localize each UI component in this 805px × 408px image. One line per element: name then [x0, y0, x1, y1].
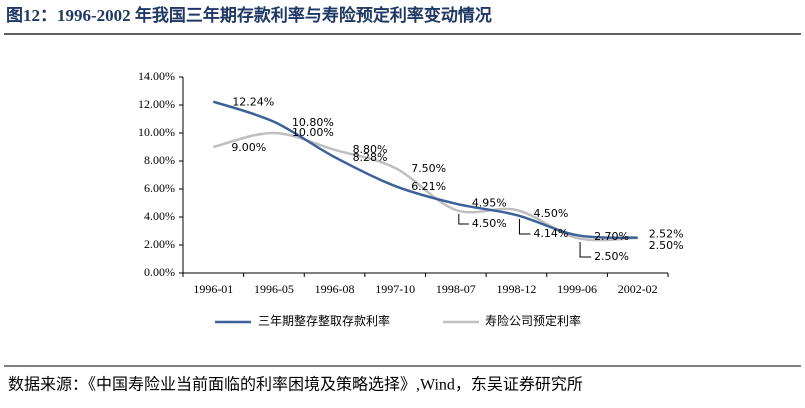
label-callout — [518, 219, 531, 235]
data-label: 4.50% — [472, 217, 507, 230]
x-tick-label: 1998-12 — [496, 282, 536, 296]
x-tick-label: 1996-05 — [254, 282, 294, 296]
legend-label: 寿险公司预定利率 — [485, 313, 581, 328]
data-label: 10.00% — [292, 126, 334, 139]
label-callout — [458, 214, 469, 225]
y-tick-label: 8.00% — [144, 153, 175, 167]
y-tick-label: 14.00% — [138, 69, 175, 83]
x-tick-label: 1996-01 — [193, 282, 233, 296]
y-tick-label: 0.00% — [144, 265, 175, 279]
data-label: 2.50% — [649, 239, 684, 252]
data-label: 2.50% — [594, 250, 629, 263]
data-label: 8.28% — [353, 151, 388, 164]
x-tick-label: 2002-02 — [618, 282, 658, 296]
data-label: 4.14% — [533, 227, 568, 240]
y-tick-label: 4.00% — [144, 209, 175, 223]
y-tick-label: 6.00% — [144, 181, 175, 195]
legend-label: 三年期整存整取存款利率 — [258, 313, 390, 328]
chart-title: 图12：1996-2002 年我国三年期存款利率与寿险预定利率变动情况 — [6, 5, 492, 25]
source: 数据来源：《中国寿险业当前面临的利率困境及策略选择》,Wind，东吴证券研究所 — [8, 375, 583, 394]
y-tick-label: 2.00% — [144, 237, 175, 251]
y-tick-label: 10.00% — [138, 125, 175, 139]
data-label: 6.21% — [411, 180, 446, 193]
data-label: 12.24% — [232, 96, 274, 109]
y-tick-label: 12.00% — [138, 97, 175, 111]
data-label: 2.70% — [594, 230, 629, 243]
data-label: 10.80% — [292, 116, 334, 129]
data-label: 4.95% — [472, 197, 507, 210]
data-label: 7.50% — [411, 162, 446, 175]
label-callout — [579, 242, 592, 258]
data-label: 9.00% — [231, 141, 266, 154]
series-line — [213, 131, 638, 242]
data-label: 4.50% — [533, 207, 568, 220]
series-line — [212, 100, 638, 239]
x-tick-label: 1998-07 — [436, 282, 476, 296]
data-label: 2.52% — [649, 228, 684, 241]
x-tick-label: 1997-10 — [375, 282, 415, 296]
x-tick-label: 1996-08 — [315, 282, 355, 296]
x-tick-label: 1999-06 — [557, 282, 597, 296]
data-label: 8.80% — [353, 143, 388, 156]
